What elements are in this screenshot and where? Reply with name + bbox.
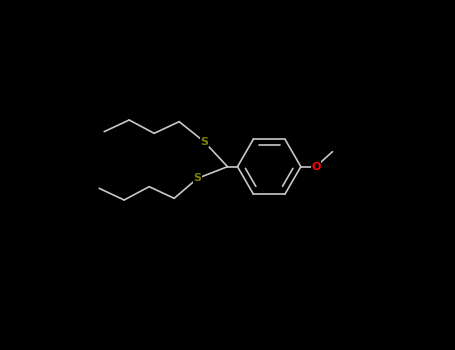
Text: S: S bbox=[193, 173, 202, 183]
Text: S: S bbox=[200, 136, 208, 147]
Text: O: O bbox=[311, 162, 320, 172]
